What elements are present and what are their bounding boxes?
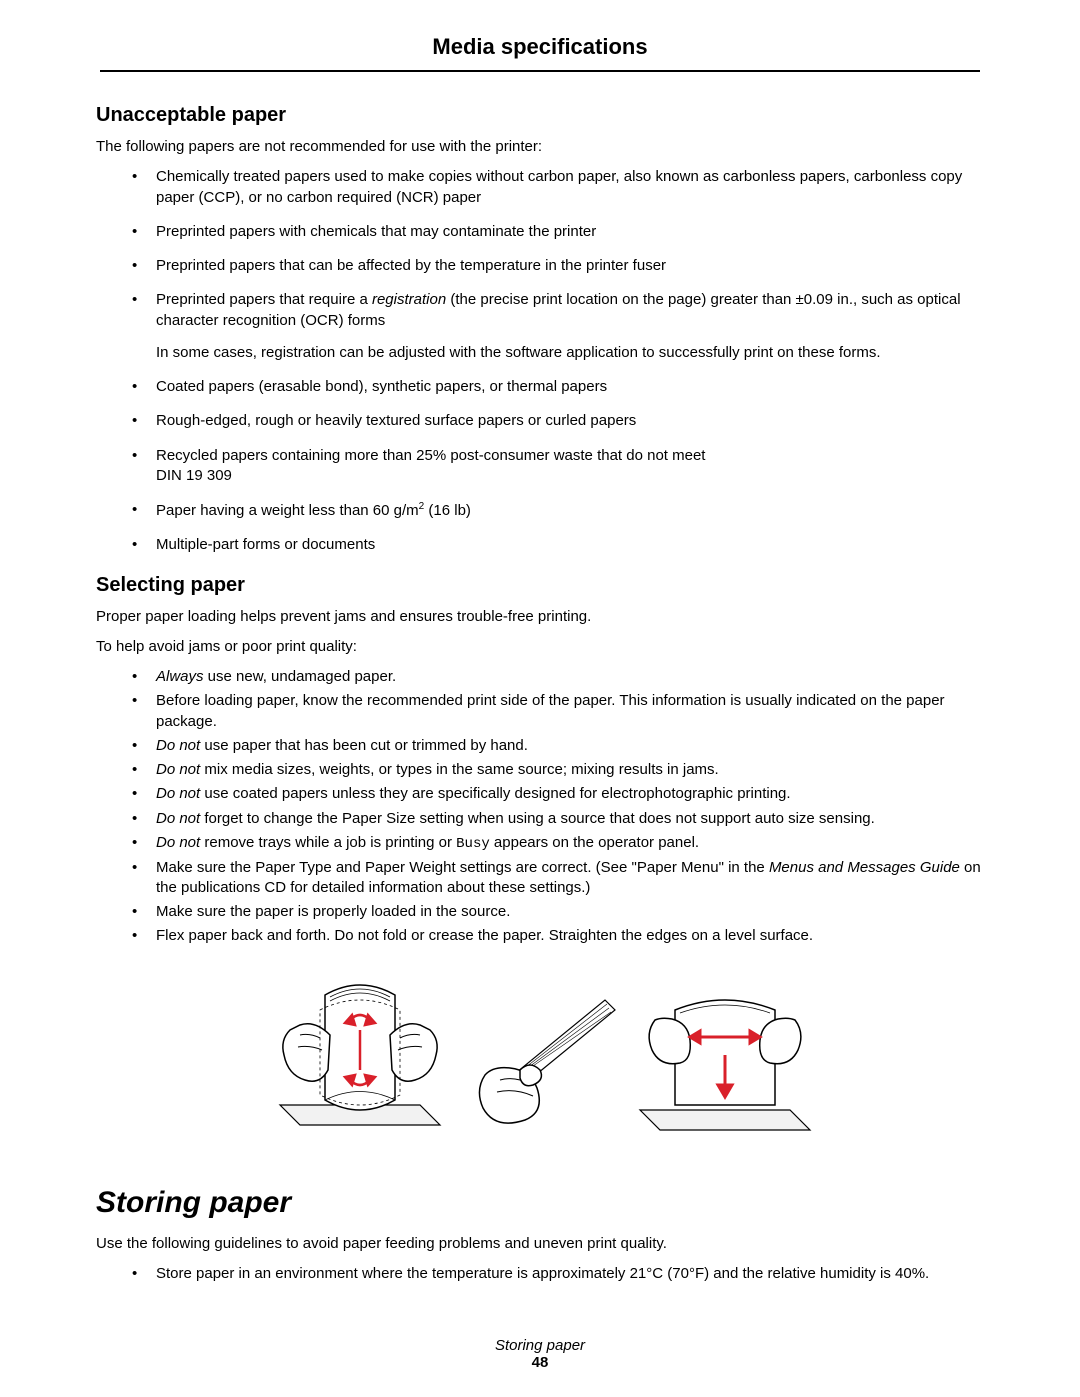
italic-text: Do not bbox=[156, 761, 200, 778]
list-item: Chemically treated papers used to make c… bbox=[156, 167, 984, 208]
italic-text: Do not bbox=[156, 834, 200, 851]
content-area: Unacceptable paper The following papers … bbox=[32, 104, 1048, 1284]
paper-handling-illustration bbox=[96, 965, 984, 1150]
list-item: Coated papers (erasable bond), synthetic… bbox=[156, 377, 984, 397]
storing-list: Store paper in an environment where the … bbox=[96, 1264, 984, 1284]
text: use coated papers unless they are specif… bbox=[200, 785, 790, 802]
unacceptable-intro: The following papers are not recommended… bbox=[96, 137, 984, 157]
italic-text: Always bbox=[156, 668, 204, 685]
italic-text: registration bbox=[372, 291, 446, 308]
text: forget to change the Paper Size setting … bbox=[200, 810, 875, 827]
text: appears on the operator panel. bbox=[490, 834, 699, 851]
unacceptable-heading: Unacceptable paper bbox=[96, 104, 984, 127]
list-note: In some cases, registration can be adjus… bbox=[156, 343, 984, 363]
text: Make sure the Paper Type and Paper Weigh… bbox=[156, 859, 769, 876]
unacceptable-list: Chemically treated papers used to make c… bbox=[96, 167, 984, 555]
text: DIN 19 309 bbox=[156, 467, 232, 484]
text: (16 lb) bbox=[424, 502, 471, 519]
list-item: Always use new, undamaged paper. bbox=[156, 667, 984, 687]
selecting-p2: To help avoid jams or poor print quality… bbox=[96, 637, 984, 657]
footer-page: 48 bbox=[0, 1354, 1080, 1371]
text: use new, undamaged paper. bbox=[204, 668, 397, 685]
selecting-heading: Selecting paper bbox=[96, 574, 984, 597]
storing-heading: Storing paper bbox=[96, 1186, 984, 1220]
header-rule bbox=[100, 70, 980, 72]
list-item: Make sure the Paper Type and Paper Weigh… bbox=[156, 858, 984, 899]
text: remove trays while a job is printing or bbox=[200, 834, 456, 851]
list-item: Do not forget to change the Paper Size s… bbox=[156, 809, 984, 829]
selecting-p1: Proper paper loading helps prevent jams … bbox=[96, 607, 984, 627]
text: Preprinted papers that require a bbox=[156, 291, 372, 308]
illustration-svg bbox=[260, 965, 820, 1145]
list-item: Store paper in an environment where the … bbox=[156, 1264, 984, 1284]
list-item: Recycled papers containing more than 25%… bbox=[156, 446, 984, 487]
list-item: Preprinted papers that require a registr… bbox=[156, 290, 984, 363]
list-item: Multiple-part forms or documents bbox=[156, 535, 984, 555]
list-item: Paper having a weight less than 60 g/m2 … bbox=[156, 500, 984, 521]
list-item: Do not use paper that has been cut or tr… bbox=[156, 736, 984, 756]
list-item: Rough-edged, rough or heavily textured s… bbox=[156, 411, 984, 431]
list-item: Preprinted papers that can be affected b… bbox=[156, 256, 984, 276]
footer-title: Storing paper bbox=[0, 1337, 1080, 1354]
list-item: Do not use coated papers unless they are… bbox=[156, 784, 984, 804]
italic-text: Menus and Messages Guide bbox=[769, 859, 960, 876]
text: mix media sizes, weights, or types in th… bbox=[200, 761, 719, 778]
list-item: Do not remove trays while a job is print… bbox=[156, 833, 984, 854]
page: Media specifications Unacceptable paper … bbox=[0, 0, 1080, 1397]
italic-text: Do not bbox=[156, 785, 200, 802]
header-title: Media specifications bbox=[32, 34, 1048, 70]
mono-text: Busy bbox=[456, 836, 490, 852]
list-item: Do not mix media sizes, weights, or type… bbox=[156, 760, 984, 780]
list-item: Before loading paper, know the recommend… bbox=[156, 691, 984, 732]
selecting-list: Always use new, undamaged paper. Before … bbox=[96, 667, 984, 947]
storing-intro: Use the following guidelines to avoid pa… bbox=[96, 1234, 984, 1254]
list-item: Make sure the paper is properly loaded i… bbox=[156, 902, 984, 922]
list-item: Flex paper back and forth. Do not fold o… bbox=[156, 926, 984, 946]
italic-text: Do not bbox=[156, 810, 200, 827]
text: use paper that has been cut or trimmed b… bbox=[200, 737, 528, 754]
text: Recycled papers containing more than 25%… bbox=[156, 447, 705, 464]
italic-text: Do not bbox=[156, 737, 200, 754]
list-item: Preprinted papers with chemicals that ma… bbox=[156, 222, 984, 242]
text: Paper having a weight less than 60 g/m bbox=[156, 502, 419, 519]
page-footer: Storing paper 48 bbox=[0, 1337, 1080, 1371]
